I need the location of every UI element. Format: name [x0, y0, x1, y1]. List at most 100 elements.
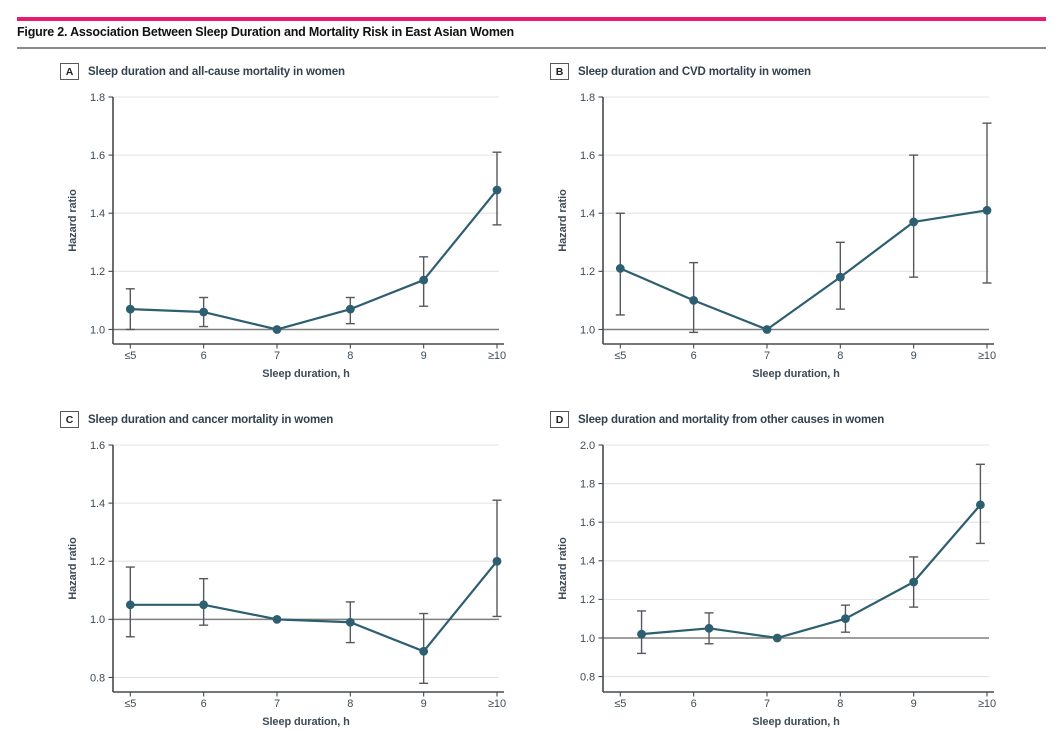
data-point [704, 623, 714, 633]
y-tick-label: 1.6 [580, 517, 595, 529]
panel-b-header: B Sleep duration and CVD mortality in wo… [550, 63, 811, 80]
x-tick-label: 8 [837, 350, 843, 362]
data-point [125, 600, 135, 610]
tick-labels: 1.0 1.2 1.4 1.6 1.8 ≤5 6 7 8 9 ≥10 [90, 92, 506, 362]
y-tick-label: 1.2 [580, 594, 595, 606]
x-axis-title: Sleep duration, h [752, 716, 840, 728]
axes [108, 96, 504, 349]
panel-b-title: Sleep duration and CVD mortality in wome… [578, 65, 811, 78]
data-point [841, 614, 850, 624]
data-point [982, 205, 992, 215]
panel-d-plot: 0.8 1.0 1.2 1.4 1.6 1.8 2.0 ≤5 6 7 8 9 ≥10 Sleep dura… [557, 440, 996, 728]
series-line [641, 504, 982, 640]
y-tick-label: 1.0 [90, 324, 105, 336]
x-tick-label: 6 [691, 698, 697, 710]
panel-c-chart: 0.8 1.0 1.2 1.4 1.6 ≤5 6 7 8 9 ≥10 Sleep duration, … [57, 435, 529, 733]
gridlines [113, 444, 499, 679]
y-tick-label: 1.4 [90, 208, 105, 220]
x-tick-label: ≥10 [488, 698, 506, 710]
axes [598, 444, 994, 697]
x-tick-label: ≤5 [124, 698, 136, 710]
x-tick-label: 7 [274, 698, 280, 710]
figure-title: Figure 2. Association Between Sleep Dura… [17, 25, 514, 39]
data-point [689, 296, 699, 305]
x-tick-label: 8 [837, 698, 843, 710]
y-tick-label: 1.2 [90, 266, 105, 278]
data-point [125, 304, 135, 314]
data-point [637, 629, 646, 639]
panel-c-header: C Sleep duration and cancer mortality in… [60, 411, 333, 428]
accent-rule [17, 17, 1046, 21]
x-tick-label: 9 [911, 350, 917, 362]
x-tick-label: 9 [421, 350, 427, 362]
panel-b: B Sleep duration and CVD mortality in wo… [547, 60, 1022, 395]
y-tick-label: 1.6 [90, 440, 105, 452]
y-axis-title: Hazard ratio [557, 537, 569, 600]
y-tick-label: 1.8 [90, 92, 105, 104]
panel-d: D Sleep duration and mortality from othe… [547, 408, 1022, 743]
y-tick-label: 1.6 [90, 150, 105, 162]
data-point [975, 500, 985, 510]
x-tick-label: 8 [347, 350, 353, 362]
data-point [492, 556, 502, 566]
panel-c-letter-badge: C [60, 411, 79, 428]
y-tick-label: 1.0 [580, 324, 595, 336]
panel-c-title: Sleep duration and cancer mortality in w… [88, 413, 334, 426]
x-tick-label: ≥10 [488, 350, 506, 362]
divider-rule [17, 47, 1046, 49]
data-points [125, 556, 502, 656]
y-axis-title: Hazard ratio [67, 189, 79, 252]
data-point [762, 325, 772, 334]
y-tick-label: 1.0 [90, 614, 105, 626]
y-tick-label: 0.8 [580, 671, 595, 683]
x-tick-label: 7 [764, 698, 770, 710]
error-bars [125, 499, 502, 684]
tick-labels: 1.0 1.2 1.4 1.6 1.8 ≤5 6 7 8 9 ≥10 [580, 92, 996, 362]
x-tick-label: ≤5 [614, 350, 626, 362]
x-axis-title: Sleep duration, h [752, 368, 840, 380]
x-tick-label: 6 [691, 350, 697, 362]
y-tick-label: 1.2 [90, 556, 105, 568]
data-point [492, 185, 502, 195]
panel-d-chart: 0.8 1.0 1.2 1.4 1.6 1.8 2.0 ≤5 6 7 8 9 ≥10 Sleep dura… [547, 435, 1019, 733]
data-point [419, 275, 429, 285]
x-tick-label: ≤5 [124, 350, 136, 362]
data-points [637, 500, 985, 643]
panel-d-header: D Sleep duration and mortality from othe… [550, 411, 884, 428]
x-tick-label: 6 [201, 698, 207, 710]
x-tick-label: ≥10 [978, 350, 996, 362]
data-point [835, 272, 845, 282]
y-tick-label: 1.8 [580, 92, 595, 104]
x-tick-label: 7 [274, 350, 280, 362]
data-points [125, 185, 502, 334]
series-line [130, 189, 498, 331]
x-axis-title: Sleep duration, h [262, 368, 350, 380]
data-point [419, 646, 429, 656]
gridlines [603, 96, 989, 272]
data-point [272, 325, 282, 334]
panel-a-header: A Sleep duration and all-cause mortality… [60, 63, 345, 80]
panel-a-plot: 1.0 1.2 1.4 1.6 1.8 ≤5 6 7 8 9 ≥10 Sleep duration, … [67, 92, 506, 380]
panel-d-letter-badge: D [550, 411, 569, 428]
y-axis-title: Hazard ratio [67, 537, 79, 600]
x-tick-label: 6 [201, 350, 207, 362]
data-point [345, 617, 355, 627]
data-point [615, 264, 625, 273]
x-tick-label: 8 [347, 698, 353, 710]
y-axis-title: Hazard ratio [557, 189, 569, 252]
y-tick-label: 1.6 [580, 150, 595, 162]
panel-b-chart: 1.0 1.2 1.4 1.6 1.8 ≤5 6 7 8 9 ≥10 Sleep duration, … [547, 87, 1019, 385]
data-point [199, 600, 209, 610]
y-tick-label: 0.8 [90, 672, 105, 684]
y-tick-label: 2.0 [580, 440, 595, 452]
panel-c: C Sleep duration and cancer mortality in… [57, 408, 532, 743]
axes [108, 444, 504, 697]
data-point [199, 307, 209, 317]
data-point [909, 577, 919, 587]
x-axis-title: Sleep duration, h [262, 716, 350, 728]
data-points [615, 205, 992, 334]
panel-b-plot: 1.0 1.2 1.4 1.6 1.8 ≤5 6 7 8 9 ≥10 Sleep duration, … [557, 92, 996, 380]
error-bars [615, 122, 992, 334]
y-tick-label: 1.2 [580, 266, 595, 278]
axes [598, 96, 994, 349]
